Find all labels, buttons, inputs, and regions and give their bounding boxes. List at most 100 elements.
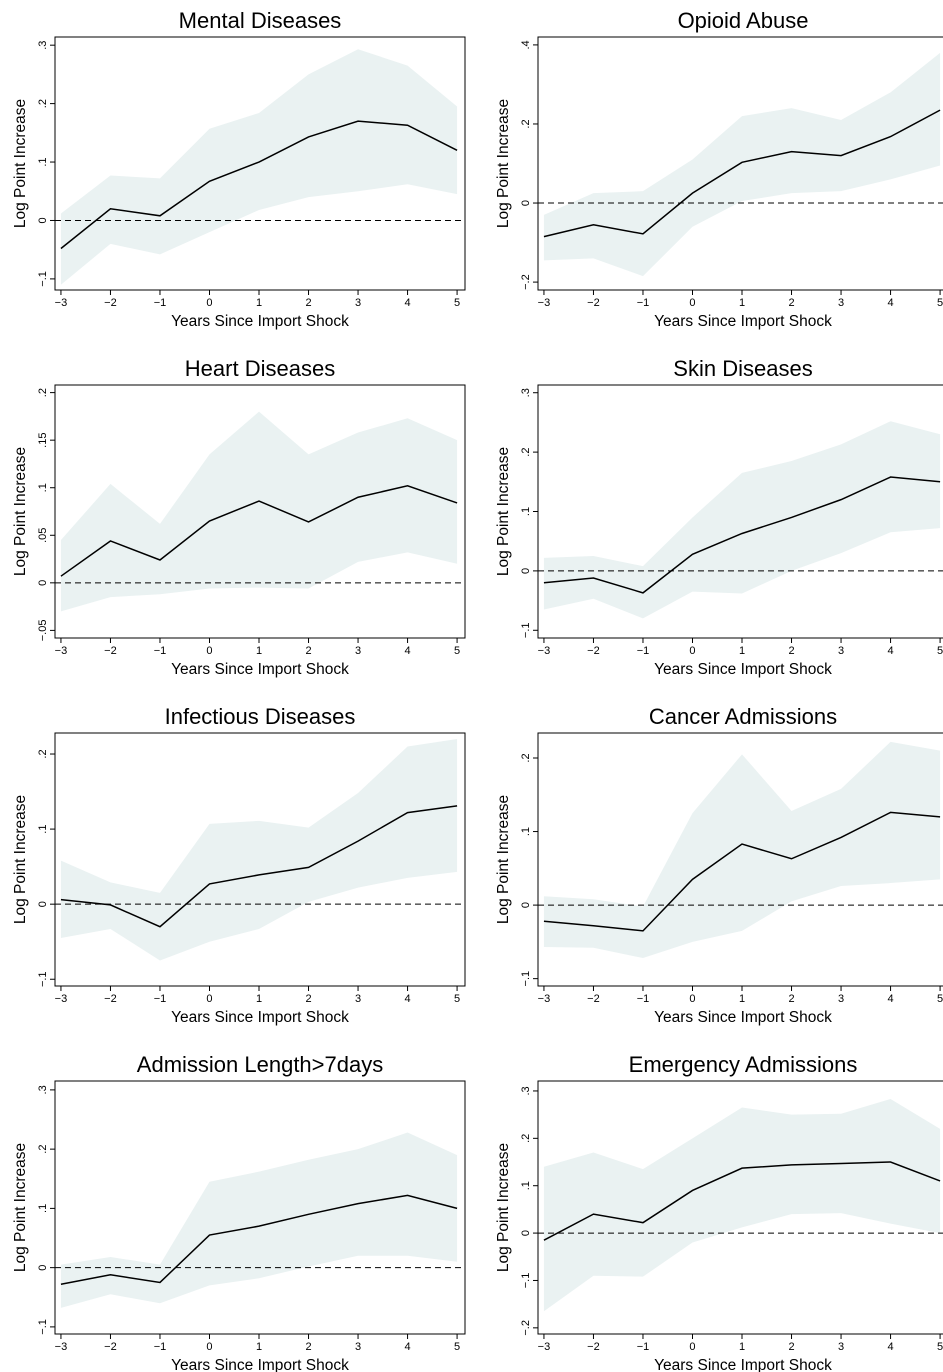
confidence-band (60, 739, 458, 961)
line-series (60, 120, 458, 250)
confidence-band (543, 52, 941, 277)
confidence-band (60, 411, 458, 612)
x-tick-label: 3 (838, 1341, 844, 1353)
y-tick-label: .1 (37, 483, 49, 492)
y-tick-label: .2 (37, 749, 49, 758)
y-tick-label: 0 (37, 1265, 49, 1271)
y-tick-label: .2 (520, 753, 532, 762)
x-tick-label: −2 (587, 297, 600, 309)
x-tick-label: −1 (154, 297, 167, 309)
x-tick-label: 0 (206, 1341, 212, 1353)
y-tick-label: .1 (37, 825, 49, 834)
x-tick-label: 0 (689, 297, 695, 309)
y-tick-label: 0 (520, 902, 532, 908)
plot-frame (54, 36, 466, 291)
x-tick-label: 3 (355, 297, 361, 309)
x-tick-label: 4 (887, 1341, 893, 1353)
plot-frame (54, 384, 466, 639)
x-tick-label: −1 (154, 645, 167, 657)
x-tick-label: −2 (587, 1341, 600, 1353)
x-tick-label: −3 (55, 297, 68, 309)
x-tick-label: −2 (104, 645, 117, 657)
x-tick-label: 3 (355, 645, 361, 657)
line-series (543, 476, 941, 594)
x-tick-label: 0 (689, 1341, 695, 1353)
x-tick-label: 2 (788, 1341, 794, 1353)
panel: Cancer Admissions Years Since Import Shoc… (495, 704, 943, 1026)
panel: Opioid Abuse Years Since Import Shock Log … (495, 8, 943, 330)
y-axis-label: Log Point Increase (495, 447, 512, 576)
chart-title: Admission Length>7days (137, 1052, 383, 1077)
line-series (60, 485, 458, 577)
x-tick-label: 4 (404, 645, 410, 657)
x-tick-label: 2 (788, 645, 794, 657)
chart-title: Opioid Abuse (678, 8, 809, 33)
y-tick-label: .05 (37, 528, 49, 543)
chart-title: Skin Diseases (673, 356, 812, 381)
y-axis-label: Log Point Increase (495, 99, 512, 228)
y-tick-label: −.2 (520, 1320, 532, 1336)
x-tick-label: 5 (454, 297, 460, 309)
x-tick-label: 0 (689, 993, 695, 1005)
x-tick-label: 5 (937, 1341, 943, 1353)
x-tick-label: 4 (404, 993, 410, 1005)
x-tick-label: 5 (937, 645, 943, 657)
chart-title: Heart Diseases (185, 356, 335, 381)
confidence-band (60, 1132, 458, 1308)
x-tick-label: −1 (637, 297, 650, 309)
x-tick-label: 2 (788, 993, 794, 1005)
panel: Heart Diseases Years Since Import Shock Lo… (12, 356, 466, 678)
x-tick-label: 2 (788, 297, 794, 309)
x-tick-label: 5 (454, 645, 460, 657)
panel: Emergency Admissions Years Since Import S… (495, 1052, 943, 1372)
x-tick-label: 3 (355, 993, 361, 1005)
y-tick-label: .1 (520, 1181, 532, 1190)
x-tick-label: 0 (206, 645, 212, 657)
confidence-band (543, 741, 941, 959)
x-axis-label: Years Since Import Shock (171, 313, 349, 330)
x-tick-label: 1 (739, 993, 745, 1005)
panel: Admission Length>7days Years Since Import… (12, 1052, 466, 1372)
y-tick-label: −.1 (520, 622, 532, 638)
plot-frame (54, 1080, 466, 1335)
chart-title: Emergency Admissions (629, 1052, 858, 1077)
x-tick-label: −2 (104, 297, 117, 309)
x-tick-label: 2 (305, 645, 311, 657)
x-tick-label: −1 (154, 993, 167, 1005)
chart-title: Mental Diseases (179, 8, 342, 33)
y-tick-label: −.1 (37, 1319, 49, 1335)
x-tick-label: −3 (55, 993, 68, 1005)
y-tick-label: −.1 (520, 971, 532, 987)
x-axis-label: Years Since Import Shock (171, 1357, 349, 1372)
x-tick-label: 3 (838, 993, 844, 1005)
x-axis-label: Years Since Import Shock (654, 661, 832, 678)
y-tick-label: −.2 (520, 274, 532, 290)
x-tick-label: −1 (637, 645, 650, 657)
x-tick-label: −2 (587, 645, 600, 657)
y-tick-label: .1 (520, 507, 532, 516)
x-tick-label: −3 (55, 645, 68, 657)
x-tick-label: 1 (256, 297, 262, 309)
chart-title: Cancer Admissions (649, 704, 837, 729)
panel: Mental Diseases Years Since Import Shock L… (12, 8, 466, 330)
x-tick-label: 4 (887, 993, 893, 1005)
x-axis-label: Years Since Import Shock (171, 1009, 349, 1026)
x-tick-label: 4 (404, 297, 410, 309)
y-tick-label: .3 (520, 1086, 532, 1095)
y-tick-label: 0 (520, 568, 532, 574)
y-tick-label: .2 (520, 1134, 532, 1143)
y-tick-label: .2 (520, 119, 532, 128)
y-tick-label: 0 (37, 217, 49, 223)
x-tick-label: 3 (838, 297, 844, 309)
y-axis-label: Log Point Increase (12, 99, 29, 228)
y-tick-label: −.1 (520, 1273, 532, 1289)
x-axis-label: Years Since Import Shock (654, 313, 832, 330)
confidence-band (60, 49, 458, 285)
y-tick-label: .2 (37, 99, 49, 108)
x-tick-label: 1 (739, 645, 745, 657)
x-tick-label: 1 (256, 645, 262, 657)
plot-frame (54, 732, 466, 987)
x-tick-label: 4 (404, 1341, 410, 1353)
y-tick-label: .1 (520, 827, 532, 836)
